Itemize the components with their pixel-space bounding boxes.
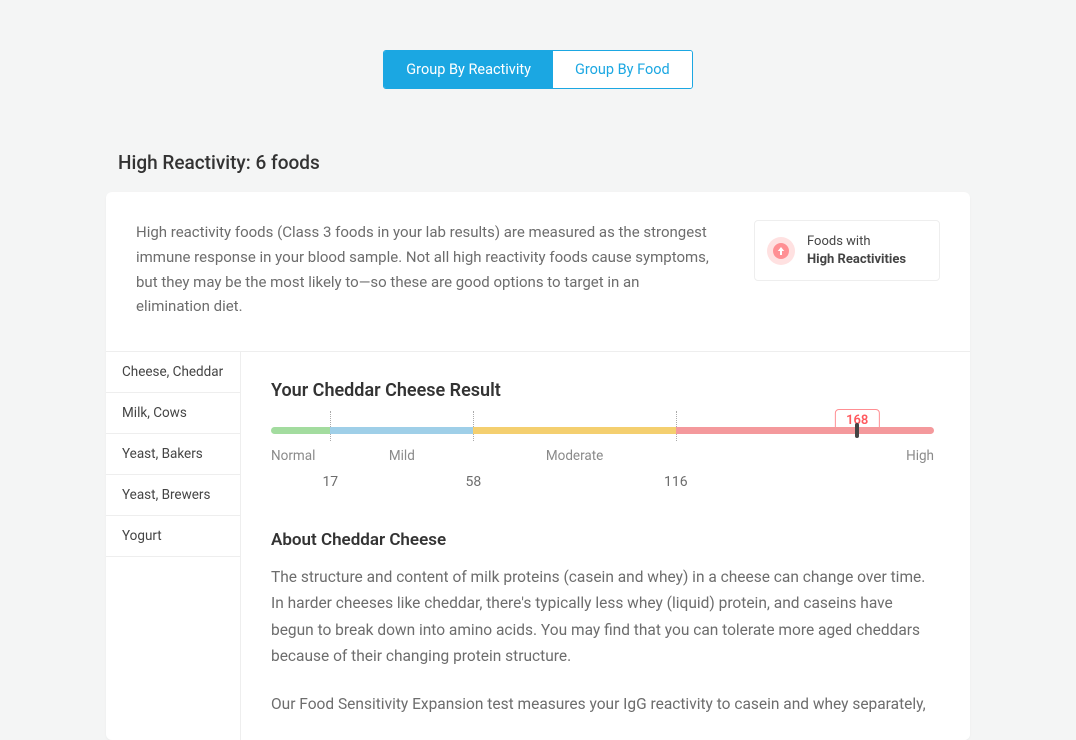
gauge-bar: [271, 427, 934, 434]
group-toggle: Group By Reactivity Group By Food: [0, 0, 1076, 89]
intro-text: High reactivity foods (Class 3 foods in …: [136, 220, 714, 319]
sidebar-item-yeast-brewers[interactable]: Yeast, Brewers: [106, 475, 240, 516]
gauge-segment-label: Moderate: [546, 448, 604, 464]
gauge-segment: [330, 427, 473, 434]
sidebar-item-yogurt[interactable]: Yogurt: [106, 516, 240, 557]
gauge-segment-label: High: [906, 448, 934, 464]
gauge-segment: [271, 427, 330, 434]
reactivity-gauge: 168 NormalMildModerateHigh 1758116: [271, 427, 934, 492]
gauge-tick-value: 58: [466, 474, 482, 490]
gauge-tick: [676, 411, 677, 441]
badge-line2: High Reactivities: [807, 251, 906, 269]
about-paragraph-1: The structure and content of milk protei…: [271, 564, 934, 669]
group-by-food-button[interactable]: Group By Food: [553, 51, 692, 88]
result-panel: Your Cheddar Cheese Result 168 NormalMil…: [240, 351, 970, 740]
about-title: About Cheddar Cheese: [271, 530, 934, 550]
gauge-marker: [855, 423, 859, 438]
gauge-segment-label: Normal: [271, 448, 315, 464]
gauge-tick-values: 17 58 116: [271, 474, 934, 492]
arrow-up-icon: [767, 237, 795, 265]
gauge-tick: [330, 411, 331, 441]
gauge-tick-value: 17: [322, 474, 338, 490]
group-by-reactivity-button[interactable]: Group By Reactivity: [384, 51, 553, 88]
gauge-tick-value: 116: [664, 474, 688, 490]
section-title: High Reactivity: 6 foods: [118, 151, 1076, 174]
sidebar-item-milk-cows[interactable]: Milk, Cows: [106, 393, 240, 434]
gauge-tick: [473, 411, 474, 441]
gauge-segment: [676, 427, 934, 434]
result-title: Your Cheddar Cheese Result: [271, 380, 934, 401]
sidebar-item-yeast-bakers[interactable]: Yeast, Bakers: [106, 434, 240, 475]
gauge-segment-labels: Normal Mild Moderate High: [271, 448, 934, 468]
about-paragraph-2: Our Food Sensitivity Expansion test meas…: [271, 691, 934, 717]
gauge-segment-label: Mild: [389, 448, 415, 464]
badge-line1: Foods with: [807, 233, 906, 251]
food-sidebar: Cheese, Cheddar Milk, Cows Yeast, Bakers…: [106, 351, 240, 740]
reactivity-badge: Foods with High Reactivities: [754, 220, 940, 281]
sidebar-item-cheese-cheddar[interactable]: Cheese, Cheddar: [106, 352, 240, 393]
reactivity-card: High reactivity foods (Class 3 foods in …: [106, 192, 970, 740]
gauge-segment: [473, 427, 675, 434]
